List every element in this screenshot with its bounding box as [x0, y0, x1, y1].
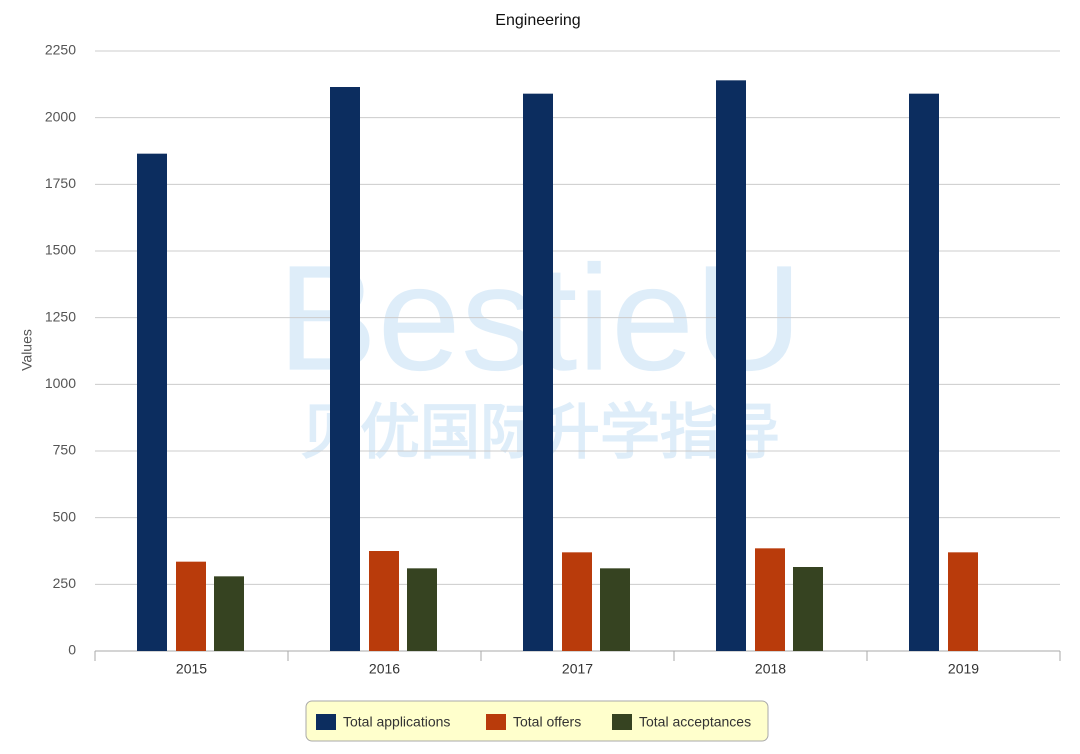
x-tick-label: 2018 — [755, 661, 786, 677]
bar — [369, 551, 399, 651]
legend-swatch — [612, 714, 632, 730]
legend-swatch — [316, 714, 336, 730]
y-tick-label: 750 — [53, 442, 77, 458]
bar — [330, 87, 360, 651]
bar — [948, 552, 978, 651]
bar — [600, 568, 630, 651]
y-tick-label: 2250 — [45, 42, 76, 58]
y-tick-label: 500 — [53, 508, 77, 524]
bar — [793, 567, 823, 651]
y-tick-label: 2000 — [45, 108, 76, 124]
legend-swatch — [486, 714, 506, 730]
bar — [176, 561, 206, 651]
bar — [137, 153, 167, 651]
x-tick-label: 2019 — [948, 661, 979, 677]
bar — [909, 93, 939, 651]
y-tick-label: 1750 — [45, 175, 76, 191]
bar — [755, 548, 785, 651]
y-tick-label: 1500 — [45, 242, 76, 258]
y-tick-label: 1250 — [45, 308, 76, 324]
x-tick-label: 2015 — [176, 661, 207, 677]
legend-box — [305, 700, 769, 742]
bar — [562, 552, 592, 651]
legend-label: Total applications — [343, 714, 450, 730]
x-tick-label: 2016 — [369, 661, 400, 677]
y-tick-label: 1000 — [45, 375, 76, 391]
legend-label: Total offers — [513, 714, 581, 730]
bar — [523, 93, 553, 651]
bar — [214, 576, 244, 651]
legend-label: Total acceptances — [639, 714, 751, 730]
y-tick-label: 250 — [53, 575, 77, 591]
bar — [716, 80, 746, 652]
chart-title: Engineering — [495, 12, 580, 29]
y-axis-label: Values — [19, 329, 35, 371]
y-tick-label: 0 — [68, 642, 76, 658]
bar — [407, 568, 437, 651]
x-tick-label: 2017 — [562, 661, 593, 677]
